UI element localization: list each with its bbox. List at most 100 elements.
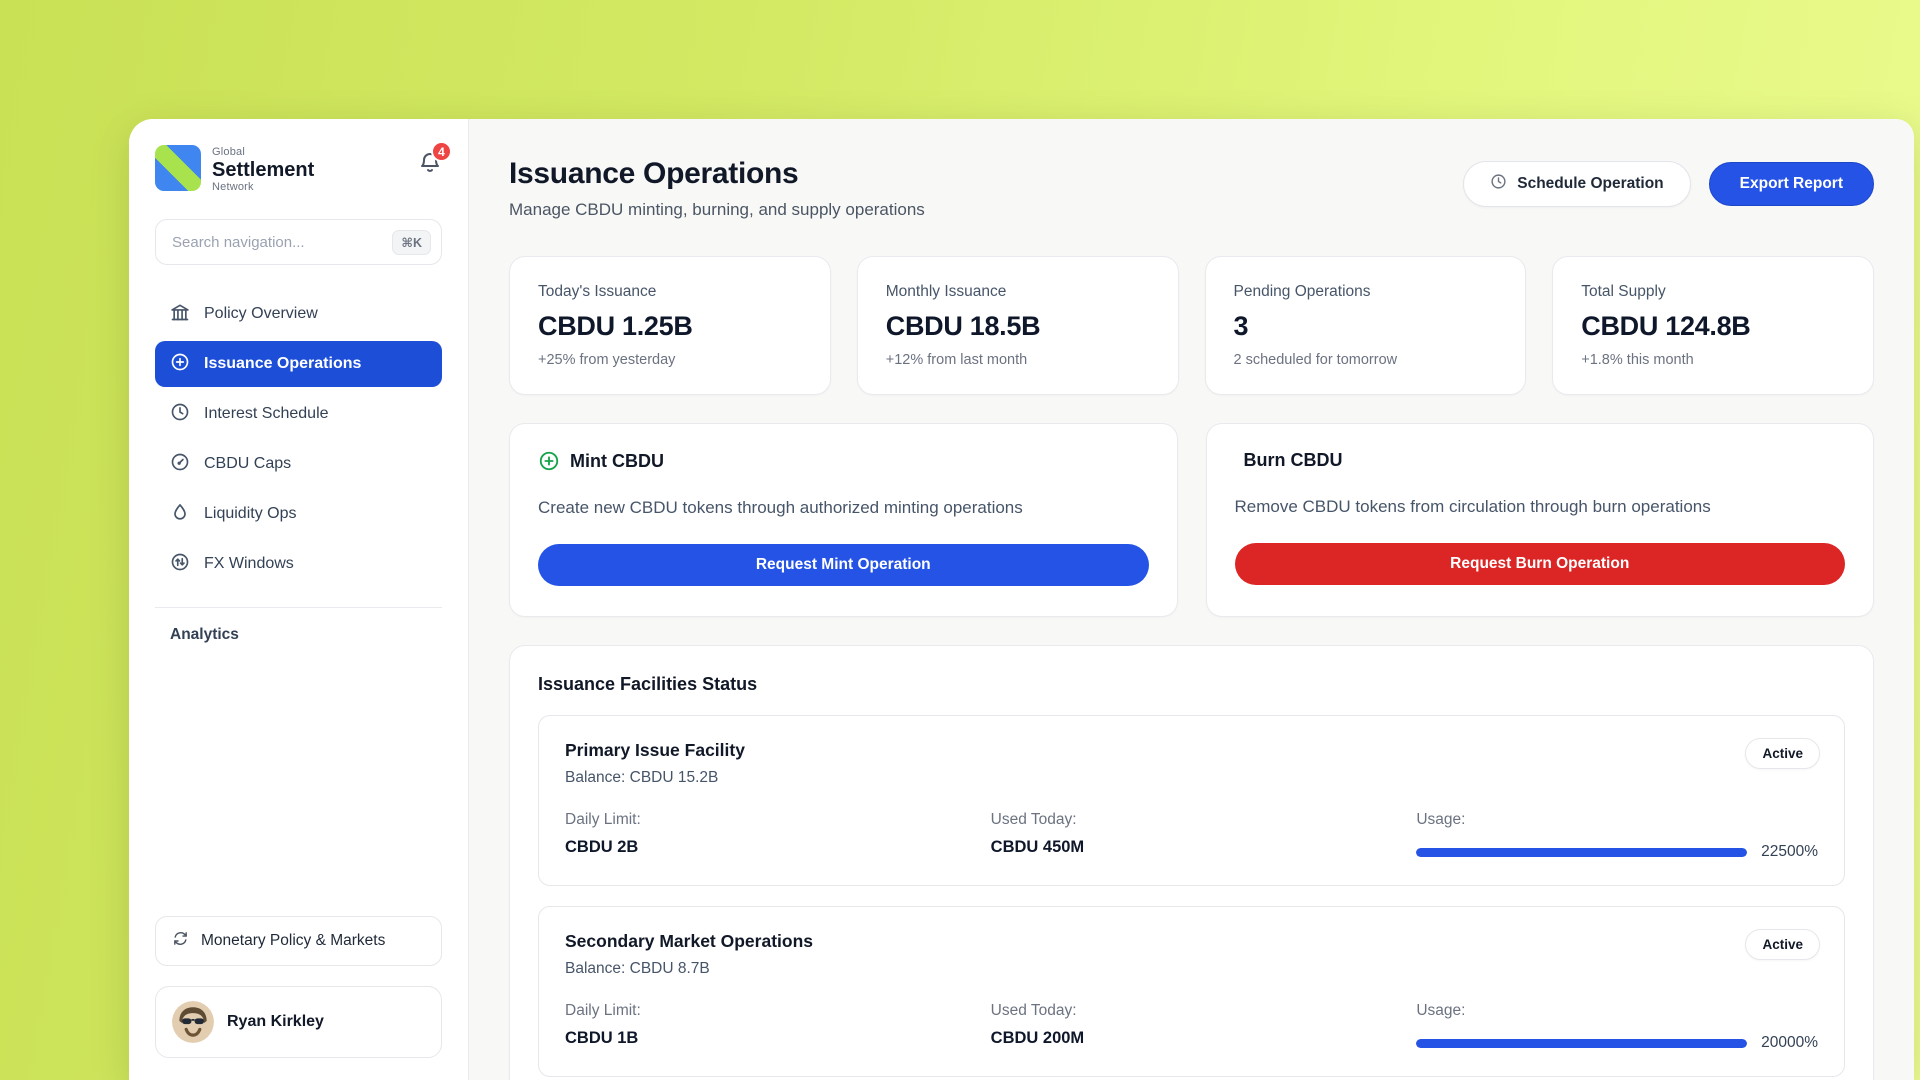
sidebar-item-issuance-operations[interactable]: Issuance Operations (155, 341, 442, 388)
plus-circle-icon (538, 450, 560, 472)
stat-card-todays-issuance: Today's Issuance CBDU 1.25B +25% from ye… (509, 256, 831, 395)
main-content: Issuance Operations Manage CBDU minting,… (469, 119, 1914, 1080)
facility-balance: Balance: CBDU 15.2B (565, 769, 719, 786)
sidebar-item-label: Interest Schedule (204, 405, 329, 423)
facility-name: Primary Issue Facility (565, 740, 745, 760)
bell-icon (418, 153, 442, 179)
daily-limit-cell: Daily Limit: CBDU 2B (565, 811, 967, 861)
facility-row-primary-issue: Primary Issue Facility Balance: CBDU 15.… (538, 715, 1845, 886)
sidebar-item-liquidity-ops[interactable]: Liquidity Ops (155, 491, 442, 537)
usage-progress-bar (1416, 1038, 1748, 1048)
sidebar: Global Settlement Network 4 ⌘K Policy Ov… (129, 119, 469, 1080)
page-title: Issuance Operations (509, 157, 799, 190)
schedule-operation-label: Schedule Operation (1517, 175, 1664, 192)
export-report-label: Export Report (1739, 175, 1843, 192)
stat-label: Monthly Issuance (885, 283, 1007, 300)
droplet-icon (170, 502, 190, 527)
sidebar-item-label: Liquidity Ops (204, 505, 297, 523)
mint-cbdu-card: Mint CBDU Create new CBDU tokens through… (509, 423, 1178, 617)
facility-name: Secondary Market Operations (565, 931, 813, 951)
stat-value: 3 (1233, 311, 1249, 341)
brand-name: Global Settlement Network (212, 145, 314, 193)
clock-icon (1490, 173, 1507, 195)
sidebar-nav: Policy Overview Issuance Operations Inte… (155, 291, 442, 587)
used-today-value: CBDU 450M (990, 838, 1085, 856)
facilities-section-title: Issuance Facilities Status (538, 674, 758, 694)
stat-subtext: 2 scheduled for tomorrow (1233, 352, 1398, 368)
switcher-refresh-icon (172, 930, 189, 952)
request-burn-operation-button[interactable]: Request Burn Operation (1234, 543, 1845, 585)
exchange-icon (170, 552, 190, 577)
daily-limit-label: Daily Limit: (565, 1002, 641, 1019)
stat-label: Pending Operations (1233, 283, 1371, 300)
operations-row: Mint CBDU Create new CBDU tokens through… (509, 423, 1874, 617)
usage-percent: 22500% (1761, 843, 1818, 860)
used-today-cell: Used Today: CBDU 450M (991, 811, 1393, 861)
bank-icon (170, 302, 190, 327)
notifications-button[interactable]: 4 (418, 141, 452, 180)
sidebar-divider (155, 607, 442, 609)
notification-count-badge: 4 (431, 141, 452, 162)
stat-subtext: +1.8% this month (1581, 352, 1694, 368)
page-subtitle: Manage CBDU minting, burning, and supply… (509, 200, 925, 219)
daily-limit-cell: Daily Limit: CBDU 1B (565, 1002, 967, 1052)
mint-card-description: Create new CBDU tokens through authorize… (538, 498, 1023, 517)
usage-cell: Usage: 22500% (1416, 811, 1818, 861)
used-today-cell: Used Today: CBDU 200M (991, 1002, 1393, 1052)
sidebar-item-cbdu-caps[interactable]: CBDU Caps (155, 441, 442, 487)
sidebar-item-label: Policy Overview (204, 305, 318, 323)
used-today-label: Used Today: (990, 811, 1077, 828)
sidebar-item-interest-schedule[interactable]: Interest Schedule (155, 391, 442, 437)
burn-card-title: Burn CBDU (1243, 450, 1343, 470)
clock-icon (170, 402, 190, 427)
stat-value: CBDU 124.8B (1581, 311, 1751, 341)
request-mint-operation-button[interactable]: Request Mint Operation (538, 544, 1149, 586)
used-today-label: Used Today: (990, 1002, 1077, 1019)
user-menu[interactable]: Ryan Kirkley (155, 986, 442, 1058)
export-report-button[interactable]: Export Report (1708, 162, 1874, 206)
usage-progress-track (1416, 847, 1748, 857)
gauge-icon (170, 452, 190, 477)
issuance-facilities-status-card: Issuance Facilities Status Primary Issue… (509, 645, 1874, 1080)
daily-limit-value: CBDU 2B (565, 838, 639, 856)
brand-line3: Network (212, 180, 254, 193)
sidebar-item-label: CBDU Caps (204, 455, 292, 473)
sidebar-bottom: Monetary Policy & Markets Ryan Kirkley (155, 916, 442, 1058)
page-header: Issuance Operations Manage CBDU minting,… (509, 157, 1874, 220)
user-name: Ryan Kirkley (227, 1013, 324, 1030)
status-badge: Active (1745, 738, 1820, 769)
stat-subtext: +12% from last month (885, 352, 1028, 368)
sidebar-item-policy-overview[interactable]: Policy Overview (155, 291, 442, 337)
usage-label: Usage: (1416, 1002, 1466, 1019)
used-today-value: CBDU 200M (990, 1029, 1085, 1047)
plus-circle-icon (170, 352, 190, 377)
stat-value: CBDU 1.25B (538, 311, 693, 341)
usage-cell: Usage: 20000% (1416, 1002, 1818, 1052)
search-input[interactable] (172, 233, 393, 251)
sidebar-item-fx-windows[interactable]: FX Windows (155, 541, 442, 587)
stat-card-total-supply: Total Supply CBDU 124.8B +1.8% this mont… (1552, 256, 1874, 395)
brand-line1: Global (212, 146, 245, 158)
status-badge: Active (1745, 929, 1820, 960)
usage-label: Usage: (1416, 811, 1466, 828)
brand-logo (155, 145, 201, 191)
sidebar-search[interactable]: ⌘K (155, 219, 442, 266)
stat-value: CBDU 18.5B (885, 311, 1041, 341)
sidebar-section-analytics: Analytics (170, 626, 239, 644)
daily-limit-label: Daily Limit: (565, 811, 641, 828)
switcher-label: Monetary Policy & Markets (201, 932, 386, 949)
burn-cbdu-card: Burn CBDU Remove CBDU tokens from circul… (1205, 423, 1874, 617)
usage-progress-bar (1416, 847, 1748, 857)
facility-balance: Balance: CBDU 8.7B (565, 960, 710, 977)
stat-card-pending-operations: Pending Operations 3 2 scheduled for tom… (1204, 256, 1527, 395)
daily-limit-value: CBDU 1B (565, 1029, 639, 1047)
schedule-operation-button[interactable]: Schedule Operation (1463, 161, 1691, 207)
search-shortcut-kbd: ⌘K (392, 229, 431, 255)
usage-progress-track (1416, 1038, 1748, 1048)
module-switcher-button[interactable]: Monetary Policy & Markets (155, 916, 442, 966)
brand-line2: Settlement (212, 158, 315, 181)
stat-label: Total Supply (1581, 283, 1666, 300)
stat-card-monthly-issuance: Monthly Issuance CBDU 18.5B +12% from la… (856, 256, 1179, 395)
usage-percent: 20000% (1761, 1034, 1818, 1051)
stat-label: Today's Issuance (538, 283, 657, 300)
